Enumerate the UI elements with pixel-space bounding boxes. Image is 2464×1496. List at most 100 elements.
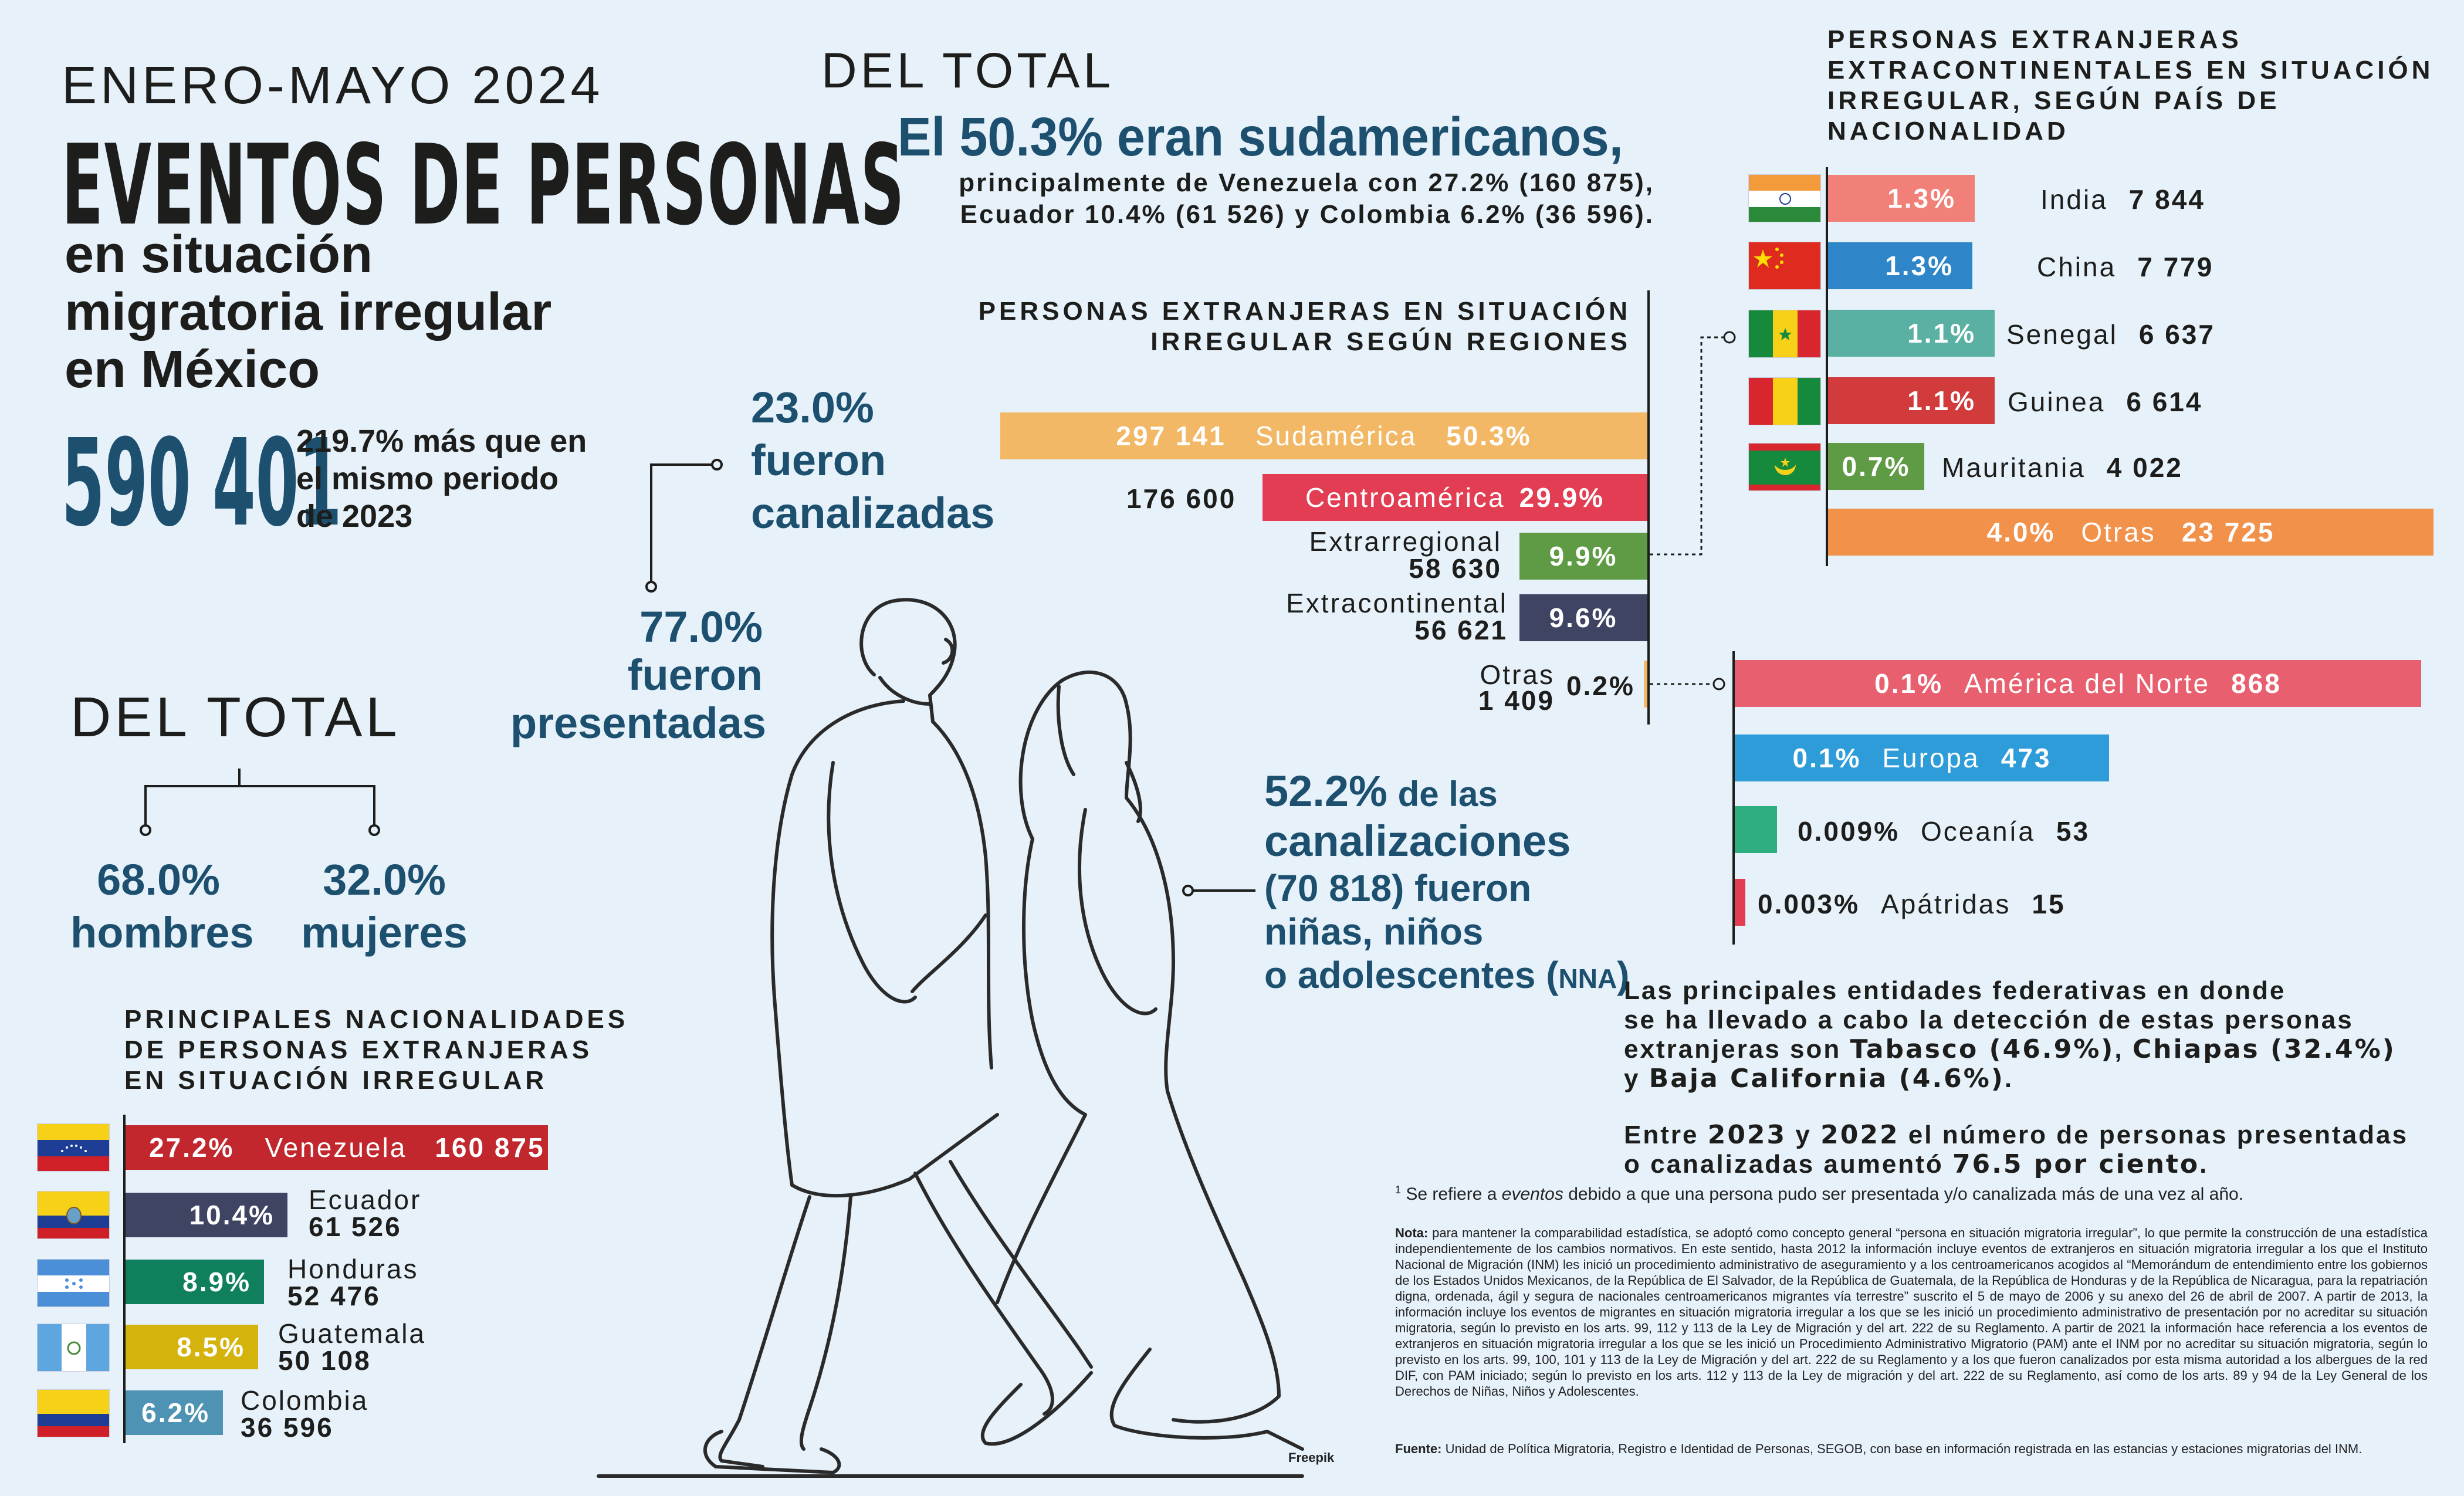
- region-pct: 29.9%: [1519, 482, 1605, 513]
- country-name: Guinea: [2008, 387, 2106, 417]
- nna-abbr: NNA: [1558, 963, 1617, 994]
- nota-paragraph: Nota: para mantener la comparabilidad es…: [1395, 1225, 2428, 1399]
- region-bar-extracontinental: 9.6%: [1519, 594, 1647, 641]
- nna-callout: 52.2% de las canalizaciones (70 818) fue…: [1264, 770, 1629, 1000]
- man-shoe: [703, 1430, 841, 1474]
- man-coat-hem: [790, 1113, 999, 1198]
- nationality-bar-colombia: 6.2%: [126, 1390, 223, 1435]
- nna-line: canalizaciones: [1264, 817, 1571, 865]
- honduras-flag-icon: [37, 1259, 110, 1307]
- nationality-bar-honduras: 8.9%: [126, 1260, 264, 1304]
- page-title: EVENTOS DE PERSONAS: [62, 120, 906, 250]
- region-bar-oceania: [1735, 806, 1777, 853]
- region-pct-otras: 0.2%: [1566, 671, 1635, 701]
- nna-line: ): [1617, 954, 1630, 996]
- sudamericanos-headline: El 50.3% eran sudamericanos,: [898, 106, 1623, 167]
- woman-dress: [996, 1113, 1087, 1304]
- country-name: China: [2037, 252, 2117, 282]
- heading-line: IRREGULAR SEGÚN REGIONES: [1150, 327, 1631, 356]
- nationality-name: Honduras: [287, 1254, 419, 1284]
- region-name: Europa: [1882, 743, 1980, 773]
- region-label-extrarregional: Extrarregional 58 630: [1232, 528, 1502, 582]
- women-connector: [239, 785, 375, 827]
- man-leg: [913, 1172, 1054, 1416]
- canalizadas-callout: 23.0% fueron canalizadas: [751, 381, 994, 540]
- extracontinental-heading: PERSONAS EXTRANJERAS EXTRACONTINENTALES …: [1827, 25, 2433, 147]
- country-label-guinea: Guinea 6 614: [2008, 386, 2202, 418]
- nationality-name: Ecuador: [309, 1184, 422, 1215]
- colombia-flag-icon: [37, 1389, 110, 1437]
- guatemala-flag-icon: [37, 1324, 110, 1372]
- country-pct: 1.1%: [1907, 385, 1976, 416]
- sudamericanos-heading: DEL TOTAL: [821, 43, 1115, 98]
- woman-veil: [1018, 670, 1132, 841]
- canalizadas-connector: [650, 463, 717, 587]
- venezuela-flag-icon: [37, 1123, 110, 1172]
- woman-nose: [1125, 761, 1142, 823]
- country-label-senegal: Senegal 6 637: [2006, 319, 2215, 350]
- region-label-oceania: 0.009% Oceanía 53: [1798, 815, 2090, 847]
- region-count: 473: [2001, 743, 2052, 773]
- heading-line: NACIONALIDAD: [1827, 117, 2069, 145]
- region-name: Oceanía: [1921, 816, 2035, 847]
- nationality-label-colombia: Colombia 36 596: [241, 1387, 368, 1441]
- nna-line: (70 818) fueron: [1264, 867, 1532, 909]
- entidades-line: Las principales entidades federativas en…: [1624, 976, 2286, 1005]
- woman-arm: [1078, 808, 1157, 1016]
- nota-text: para mantener la comparabilidad estadíst…: [1395, 1226, 2428, 1399]
- presentadas-line: fueron: [627, 651, 763, 699]
- region-name: Sudamérica: [1255, 421, 1417, 451]
- region-label-extracontinental: Extracontinental 56 621: [1232, 590, 1508, 644]
- region-pct: 9.6%: [1549, 603, 1618, 633]
- nationality-label-guatemala: Guatemala 50 108: [278, 1320, 426, 1374]
- footnote-1: 1 Se refiere a eventos debido a que una …: [1395, 1184, 2243, 1204]
- india-flag-icon: [1748, 174, 1821, 222]
- entidad-baja-california: Baja California (4.6%): [1649, 1064, 2005, 1094]
- nationality-name: Venezuela: [265, 1132, 407, 1163]
- country-pct: 1.3%: [1885, 251, 1954, 281]
- extracontinental-connector: [1650, 336, 1729, 556]
- women-label: mujeres: [301, 908, 468, 957]
- connector-dot: [368, 824, 380, 836]
- canalizadas-pct: 23.0%: [751, 383, 874, 432]
- woman-face: [1056, 685, 1075, 776]
- nationalities-axis: [123, 1115, 126, 1443]
- nationality-count: 61 526: [309, 1211, 402, 1242]
- region-count: 868: [2231, 668, 2282, 699]
- men-stat: 68.0% hombres: [70, 854, 254, 959]
- country-label-india: India 7 844: [2040, 184, 2205, 215]
- country-name: Mauritania: [1942, 452, 2086, 483]
- region-name: Apátridas: [1881, 889, 2011, 919]
- woman-front: [1125, 796, 1175, 1093]
- footnote-text: debido a que una persona pudo ser presen…: [1563, 1184, 2244, 1204]
- nationality-bar-guatemala: 8.5%: [126, 1325, 258, 1369]
- country-bar-guinea: 1.1%: [1828, 377, 1995, 424]
- country-pct: 0.7%: [1842, 451, 1911, 482]
- region-pct: 0.1%: [1792, 743, 1861, 773]
- region-pct: 9.9%: [1549, 541, 1618, 571]
- region-bar-norteamerica: 0.1% América del Norte 868: [1735, 660, 2421, 707]
- entidades-line: .: [2004, 1064, 2014, 1093]
- connector-dot: [140, 824, 151, 836]
- entidades-line: se ha llevado a cabo la detección de est…: [1624, 1006, 2354, 1034]
- nationality-bar-ecuador: 10.4%: [126, 1193, 287, 1237]
- man-leg: [799, 1195, 852, 1451]
- growth-paragraph: Entre 2023 y 2022 el número de personas …: [1624, 1121, 2408, 1179]
- nationality-name: Guatemala: [278, 1318, 427, 1349]
- man-leg: [718, 1195, 811, 1468]
- region-pct: 0.003%: [1758, 889, 1860, 919]
- man-ear: [942, 638, 955, 665]
- dotted-connectors: [1650, 336, 1729, 685]
- nationality-label-ecuador: Ecuador 61 526: [309, 1186, 421, 1240]
- region-count: 297 141: [1116, 421, 1226, 451]
- regions-axis: [1647, 290, 1650, 725]
- detail-line: principalmente de Venezuela con 27.2% (1…: [959, 168, 1654, 197]
- heading-line: EN SITUACIÓN IRREGULAR: [124, 1066, 548, 1095]
- growth-line: Entre: [1624, 1121, 1708, 1149]
- country-name: India: [2040, 184, 2108, 215]
- man-coat-front: [931, 720, 993, 1069]
- country-bar-otras: 4.0% Otras 23 725: [1828, 509, 2433, 556]
- man-shoe: [980, 1371, 1093, 1446]
- women-pct: 32.0%: [323, 855, 446, 904]
- connector-dot: [1712, 678, 1725, 691]
